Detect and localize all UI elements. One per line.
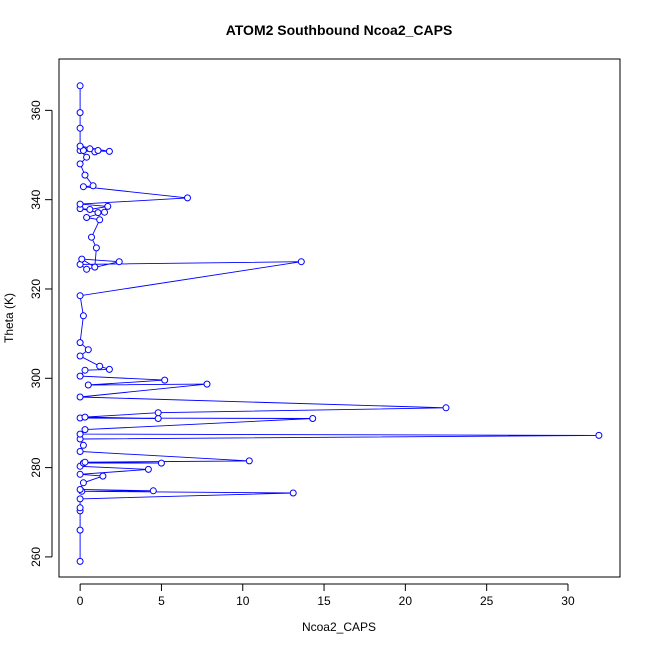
data-point <box>99 472 107 480</box>
data-point <box>88 233 95 241</box>
data-point <box>79 183 87 191</box>
data-point <box>161 376 169 384</box>
data-point <box>297 258 305 266</box>
y-tick-label: 300 <box>29 368 43 388</box>
x-tick-label: 20 <box>399 594 413 608</box>
data-point <box>154 409 162 417</box>
data-point <box>245 457 253 465</box>
data-point <box>96 216 104 224</box>
data-point <box>203 380 211 388</box>
data-point <box>81 366 89 374</box>
data-point <box>94 147 102 154</box>
data-point <box>105 365 113 373</box>
y-tick-label: 260 <box>29 547 43 567</box>
data-point <box>76 495 84 503</box>
x-axis: 0 5 10 15 20 25 30 <box>77 583 575 608</box>
data-point <box>86 145 94 153</box>
data-point <box>149 487 157 495</box>
data-point <box>104 202 112 210</box>
data-point <box>76 526 84 534</box>
data-point <box>94 209 102 217</box>
y-tick-label: 320 <box>29 279 43 299</box>
data-point <box>83 265 91 273</box>
data-point <box>289 489 297 497</box>
data-point <box>309 415 317 422</box>
data-point <box>89 182 97 190</box>
y-axis-label: Theta (K) <box>2 293 16 343</box>
data-point <box>76 200 84 208</box>
data-point <box>76 124 84 132</box>
data-point <box>76 339 84 347</box>
data-point <box>76 448 84 455</box>
data-point <box>81 426 89 434</box>
x-tick-label: 10 <box>236 594 250 608</box>
series-line <box>78 85 599 562</box>
data-point <box>76 393 84 401</box>
data-point <box>76 142 84 150</box>
data-point <box>79 312 87 320</box>
data-point <box>81 458 89 466</box>
data-point <box>115 258 123 266</box>
data-point <box>101 208 108 216</box>
data-point <box>595 431 603 439</box>
data-point <box>157 459 165 467</box>
data-point <box>92 244 100 252</box>
data-point <box>86 206 94 213</box>
data-series <box>76 82 603 565</box>
data-point <box>76 504 84 512</box>
plot-frame <box>58 58 621 578</box>
data-point <box>76 160 84 168</box>
data-point <box>144 465 152 473</box>
data-point <box>91 263 99 271</box>
data-point <box>154 415 162 422</box>
data-point <box>442 404 450 412</box>
data-point <box>184 194 191 202</box>
data-point <box>76 470 84 478</box>
data-point <box>76 372 84 380</box>
data-point <box>84 381 92 389</box>
data-point <box>76 486 84 493</box>
data-point <box>84 346 92 354</box>
data-point <box>96 362 104 370</box>
data-point <box>83 214 91 221</box>
x-tick-label: 5 <box>158 594 165 608</box>
y-axis: 260 280 300 320 340 360 <box>29 100 53 567</box>
data-point <box>105 147 113 155</box>
data-point <box>79 479 87 487</box>
data-point <box>81 171 89 179</box>
chart-title: ATOM2 Southbound Ncoa2_CAPS <box>226 22 453 38</box>
data-point <box>78 255 86 263</box>
y-tick-label: 360 <box>29 100 43 120</box>
data-point <box>76 292 84 300</box>
data-point <box>76 82 84 90</box>
x-tick-label: 15 <box>317 594 331 608</box>
data-point <box>76 430 84 438</box>
y-tick-label: 340 <box>29 189 43 209</box>
data-point <box>81 413 89 421</box>
x-tick-label: 0 <box>77 594 84 608</box>
data-point <box>76 352 84 360</box>
x-tick-label: 25 <box>480 594 494 608</box>
data-point <box>83 153 91 161</box>
data-point <box>76 109 84 117</box>
data-point <box>79 441 87 449</box>
x-axis-label: Ncoa2_CAPS <box>302 620 376 634</box>
y-tick-label: 280 <box>29 457 43 477</box>
data-point <box>76 557 84 565</box>
x-tick-label: 30 <box>561 594 575 608</box>
